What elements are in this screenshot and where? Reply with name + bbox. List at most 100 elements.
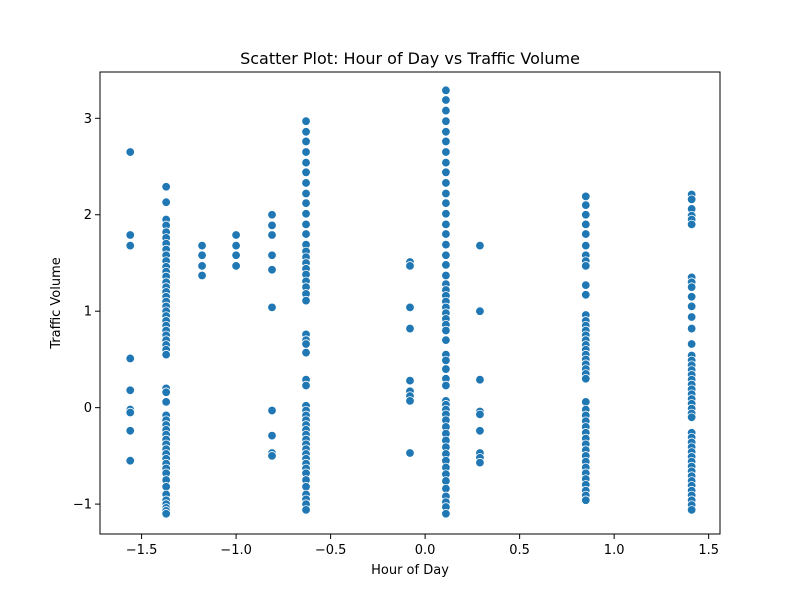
data-point (475, 306, 485, 316)
data-point (441, 85, 451, 96)
data-point (581, 290, 591, 300)
y-tick-label: 3 (84, 112, 92, 127)
data-point (581, 229, 591, 239)
x-tick-label: −0.5 (315, 543, 347, 558)
data-point (441, 127, 451, 137)
data-point (267, 220, 277, 231)
data-point (301, 339, 311, 349)
plot-frame (99, 71, 721, 535)
data-point (581, 280, 591, 290)
data-point (267, 230, 277, 240)
x-tick-label: 0.0 (415, 543, 436, 558)
data-point (301, 380, 311, 391)
x-axis: −1.5 −1.0 −0.5 0.0 0.5 1.0 1.5 (126, 534, 719, 558)
data-point (267, 430, 277, 441)
data-point (125, 426, 135, 436)
data-point (301, 198, 311, 208)
data-point (267, 210, 277, 220)
data-point (301, 147, 311, 157)
data-point (686, 505, 697, 515)
data-point (581, 495, 591, 505)
x-tick-label: 0.5 (509, 543, 530, 558)
data-point (475, 426, 485, 436)
data-point (441, 209, 451, 219)
data-point (231, 230, 241, 240)
data-point (197, 270, 207, 281)
data-point (441, 335, 451, 345)
data-point (441, 364, 451, 374)
data-point (581, 210, 591, 220)
data-point (267, 451, 277, 461)
data-point (301, 229, 311, 239)
data-point (197, 240, 207, 251)
data-point (686, 312, 697, 322)
data-point (197, 250, 207, 260)
x-tick-label: −1.0 (220, 543, 252, 558)
data-point (301, 188, 311, 199)
data-point (581, 240, 591, 251)
data-point (301, 505, 311, 515)
data-point (161, 482, 171, 492)
data-point (441, 270, 451, 281)
data-point (405, 375, 415, 386)
data-point (441, 250, 451, 260)
data-point (197, 261, 207, 271)
data-point (301, 127, 311, 137)
data-point (301, 209, 311, 219)
data-point (231, 240, 241, 251)
data-point (405, 396, 415, 406)
data-point (441, 178, 451, 188)
y-axis-title: Traffic Volume (49, 257, 64, 350)
data-point (581, 191, 591, 202)
data-point (441, 355, 451, 366)
data-point (441, 229, 451, 239)
data-point (581, 374, 591, 384)
data-point (441, 509, 451, 519)
data-point (231, 250, 241, 260)
y-tick-label: −1 (73, 498, 92, 513)
data-point (581, 219, 591, 230)
data-point (231, 261, 241, 271)
data-point (686, 292, 697, 302)
data-point (686, 339, 697, 349)
data-point (686, 323, 697, 334)
data-point (441, 260, 451, 270)
data-point (161, 387, 171, 397)
data-point (301, 157, 311, 168)
data-point (125, 456, 135, 466)
data-point (301, 219, 311, 230)
data-point (125, 147, 135, 157)
data-point (125, 240, 135, 251)
x-axis-title: Hour of Day (371, 563, 449, 578)
data-point (301, 482, 311, 492)
data-point (475, 409, 485, 420)
data-point (441, 380, 451, 391)
y-tick-label: 0 (84, 401, 92, 416)
data-point (441, 198, 451, 208)
data-point (441, 476, 451, 486)
data-point (441, 167, 451, 178)
data-point (267, 265, 277, 275)
data-point (161, 509, 171, 519)
data-point (301, 295, 311, 306)
data-point (686, 282, 697, 292)
data-point (405, 323, 415, 334)
data-point (161, 349, 171, 360)
data-point (125, 385, 135, 395)
data-point (581, 397, 591, 407)
data-point (267, 405, 277, 416)
chart-title: Scatter Plot: Hour of Day vs Traffic Vol… (240, 49, 580, 68)
data-point (686, 219, 697, 230)
data-point (301, 136, 311, 147)
data-point (161, 197, 171, 207)
data-point (267, 302, 277, 313)
data-point (405, 261, 415, 271)
data-point (581, 261, 591, 271)
y-tick-label: 1 (84, 305, 92, 320)
data-point (686, 412, 697, 422)
data-point (475, 374, 485, 385)
data-point (301, 178, 311, 188)
data-point (301, 116, 311, 126)
